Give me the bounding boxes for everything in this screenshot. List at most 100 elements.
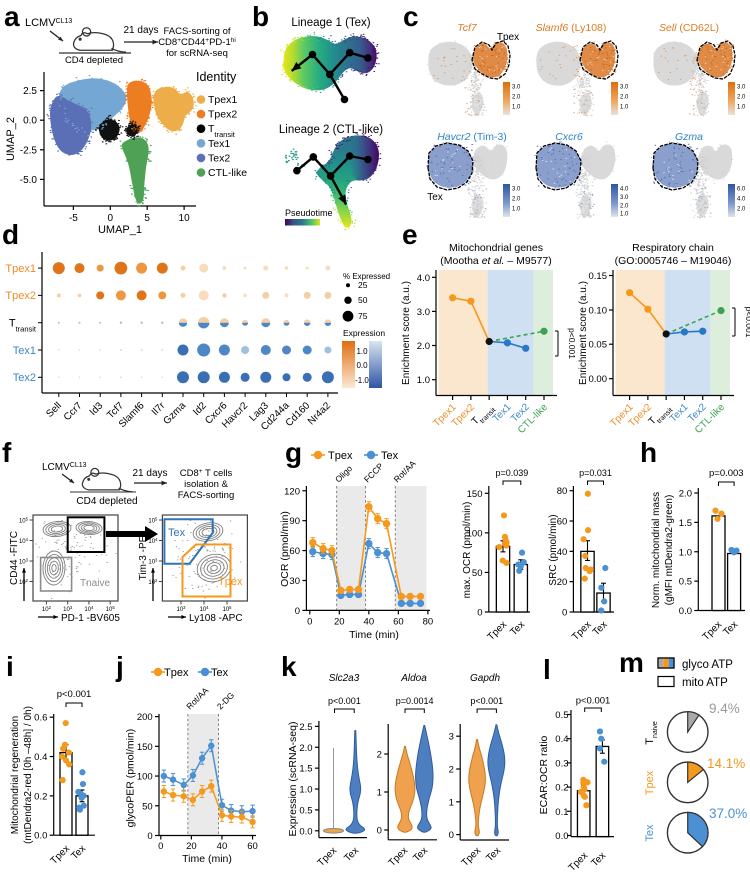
svg-text:Tpex2: Tpex2 [5, 290, 36, 302]
svg-text:2.0: 2.0 [512, 197, 521, 203]
svg-text:0.00: 0.00 [589, 374, 608, 385]
svg-text:CD8+ T cells: CD8+ T cells [180, 468, 233, 480]
svg-text:g: g [285, 437, 302, 468]
svg-text:150: 150 [467, 489, 483, 500]
svg-text:6.0: 6.0 [737, 187, 746, 193]
svg-text:0: 0 [377, 826, 382, 837]
svg-text:glyco ATP: glyco ATP [682, 659, 733, 671]
svg-text:CD4 depleted: CD4 depleted [76, 496, 137, 507]
svg-text:104: 104 [19, 537, 29, 546]
svg-text:CD4 depleted: CD4 depleted [65, 55, 123, 66]
svg-text:4.0: 4.0 [737, 197, 746, 203]
svg-text:75: 75 [358, 311, 368, 321]
svg-text:105: 105 [148, 516, 158, 525]
svg-text:20: 20 [186, 841, 197, 852]
svg-text:30: 30 [289, 576, 300, 587]
svg-text:0.0: 0.0 [34, 831, 47, 842]
svg-text:104: 104 [84, 605, 94, 614]
svg-text:Enrichment score (a.u.): Enrichment score (a.u.) [401, 281, 412, 385]
svg-text:105: 105 [106, 605, 116, 614]
svg-text:0.5: 0.5 [555, 710, 568, 721]
svg-text:1.0: 1.0 [417, 375, 430, 386]
svg-text:isolation &: isolation & [184, 479, 228, 490]
svg-text:ECAR:OCR ratio: ECAR:OCR ratio [538, 735, 550, 814]
svg-text:1.0: 1.0 [356, 347, 368, 356]
svg-text:Enrichment score (a.u.): Enrichment score (a.u.) [578, 281, 589, 385]
svg-text:-2.5: -2.5 [20, 145, 38, 156]
svg-text:1.0: 1.0 [737, 105, 746, 111]
svg-text:Expression (scRNA-seq): Expression (scRNA-seq) [287, 722, 299, 837]
svg-text:2.0: 2.0 [512, 95, 521, 101]
svg-text:200: 200 [137, 712, 153, 723]
svg-text:Tex1: Tex1 [208, 138, 230, 150]
svg-text:4.0: 4.0 [417, 273, 430, 284]
svg-text:(GO:0005746 – M19046): (GO:0005746 – M19046) [615, 255, 732, 267]
svg-text:80: 80 [423, 616, 434, 627]
svg-text:Identity: Identity [196, 70, 237, 84]
svg-text:Tex: Tex [168, 527, 186, 539]
svg-text:1.5: 1.5 [679, 518, 692, 529]
svg-text:Tpex1: Tpex1 [5, 263, 36, 275]
svg-text:102: 102 [42, 605, 52, 614]
svg-text:103: 103 [63, 605, 73, 614]
svg-text:0.4: 0.4 [555, 734, 568, 745]
svg-text:Sell (CD62L): Sell (CD62L) [659, 22, 719, 34]
svg-text:0.3: 0.3 [555, 758, 568, 769]
svg-text:2: 2 [377, 750, 382, 761]
svg-text:25: 25 [358, 280, 368, 290]
svg-text:21 days: 21 days [123, 25, 158, 36]
svg-text:Tcf7: Tcf7 [457, 22, 478, 34]
svg-text:1.0: 1.0 [512, 105, 521, 111]
svg-text:-5: -5 [69, 213, 78, 224]
svg-text:p=0.0014: p=0.0014 [396, 696, 434, 706]
svg-text:LCMVCL13: LCMVCL13 [42, 462, 87, 474]
svg-text:p<0.001: p<0.001 [57, 689, 92, 700]
svg-text:20: 20 [334, 616, 345, 627]
svg-text:2: 2 [449, 765, 454, 776]
svg-text:50: 50 [142, 801, 153, 812]
svg-text:(gMFI mtDendra2-green): (gMFI mtDendra2-green) [664, 495, 675, 606]
svg-text:Pseudotime: Pseudotime [285, 208, 333, 218]
svg-text:Gapdh: Gapdh [470, 673, 500, 684]
svg-text:Time (min): Time (min) [349, 629, 399, 641]
svg-text:3.0: 3.0 [737, 85, 746, 91]
svg-text:Tpex2: Tpex2 [208, 109, 237, 121]
svg-text:PD-1 -BV605: PD-1 -BV605 [61, 613, 120, 624]
svg-text:for scRNA-seq: for scRNA-seq [166, 48, 228, 59]
svg-text:Ly108 -APC: Ly108 -APC [189, 613, 243, 624]
svg-text:103: 103 [148, 557, 158, 566]
svg-text:4.0: 4.0 [620, 187, 629, 193]
svg-text:Tex: Tex [381, 450, 399, 462]
svg-text:120: 120 [284, 486, 300, 497]
svg-text:14.1%: 14.1% [707, 756, 745, 771]
svg-text:1: 1 [377, 788, 382, 799]
svg-text:105: 105 [19, 516, 29, 525]
svg-text:Lineage 2 (CTL-like): Lineage 2 (CTL-like) [279, 124, 383, 136]
svg-text:3.0: 3.0 [417, 307, 430, 318]
svg-text:-1.0: -1.0 [355, 376, 369, 385]
svg-text:50: 50 [358, 295, 368, 305]
svg-text:f: f [2, 437, 12, 468]
svg-text:a: a [4, 1, 20, 32]
svg-text:CD8+CD44+PD-1hi: CD8+CD44+PD-1hi [158, 37, 236, 49]
svg-text:Slc2a3: Slc2a3 [329, 673, 360, 684]
svg-text:Slamf6 (Ly108): Slamf6 (Ly108) [536, 22, 607, 34]
svg-text:0: 0 [147, 831, 152, 842]
svg-text:0.5: 0.5 [299, 805, 312, 816]
svg-text:104: 104 [199, 605, 209, 614]
svg-text:0.05: 0.05 [589, 340, 608, 351]
svg-text:p<0.001: p<0.001 [576, 696, 611, 707]
svg-text:1.0: 1.0 [620, 105, 629, 111]
svg-text:21 days: 21 days [132, 468, 167, 479]
svg-text:p<0.001: p<0.001 [744, 307, 750, 338]
svg-text:(Mootha et al. – M9577): (Mootha et al. – M9577) [440, 255, 551, 267]
svg-text:60: 60 [247, 841, 258, 852]
svg-text:SRC (pmol/min): SRC (pmol/min) [548, 514, 559, 585]
svg-text:0: 0 [295, 606, 300, 617]
svg-text:2.0: 2.0 [679, 489, 692, 500]
svg-text:p=0.031: p=0.031 [579, 468, 612, 478]
svg-text:CD44 -FITC: CD44 -FITC [9, 531, 20, 585]
svg-text:105: 105 [222, 605, 232, 614]
svg-text:0.0: 0.0 [23, 116, 37, 127]
svg-text:3.0: 3.0 [512, 85, 521, 91]
